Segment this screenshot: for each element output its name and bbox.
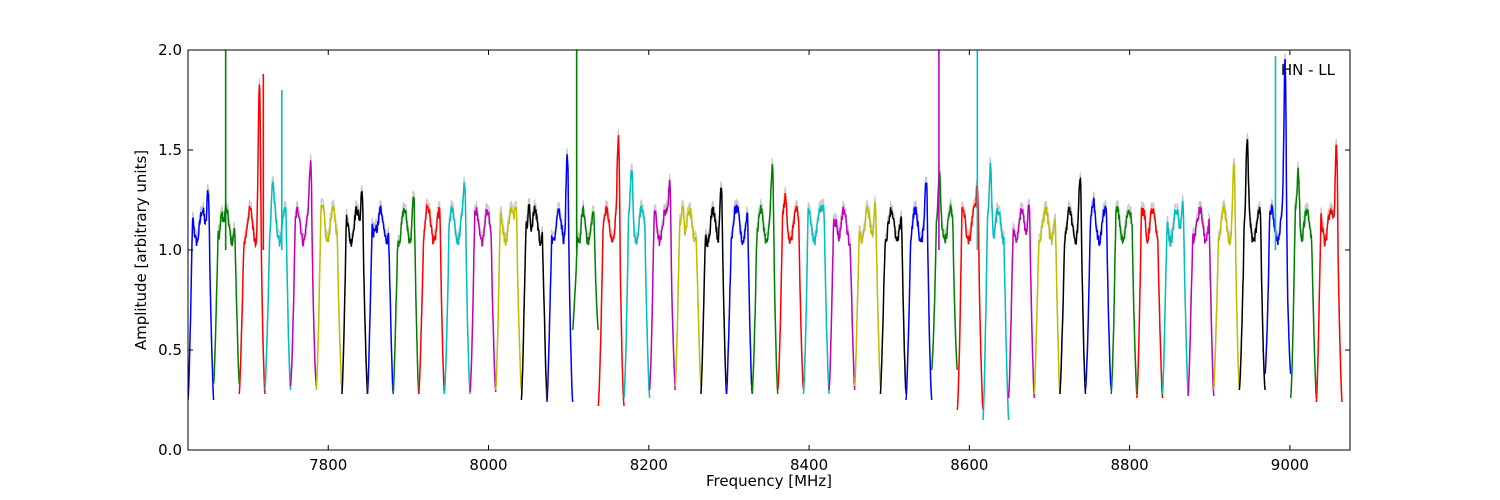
x-tick-label: 8200 (630, 456, 668, 474)
band-line (315, 204, 343, 391)
band-line (597, 135, 625, 407)
y-tick-label: 0.5 (158, 341, 182, 359)
band-line (1187, 205, 1215, 397)
band-line (879, 207, 907, 395)
band-line (1007, 204, 1036, 399)
x-tick-label: 8000 (469, 456, 507, 474)
band-line (366, 205, 394, 395)
band-line (392, 196, 420, 395)
x-tick-label: 7800 (309, 456, 347, 474)
band-line (188, 189, 215, 401)
band-line (341, 190, 369, 395)
band-line (1136, 207, 1164, 399)
x-tick-label: 8800 (1111, 456, 1149, 474)
band-line (1084, 197, 1112, 391)
band-shadow-line (366, 199, 394, 389)
plot-frame (187, 49, 1351, 451)
series-layer (188, 50, 1343, 421)
band-line (700, 187, 728, 395)
band-line (802, 204, 830, 395)
band-line (648, 179, 676, 391)
x-axis-label: Frequency [MHz] (706, 472, 832, 490)
band-line (828, 206, 856, 391)
x-axis-ticks: 7800 8000 8200 8400 8600 8800 9000 (309, 50, 1309, 474)
y-axis-ticks: 0.0 0.5 1.0 1.5 2.0 (158, 41, 1350, 459)
band-line (1161, 200, 1189, 395)
x-tick-label: 9000 (1271, 456, 1309, 474)
band-line (1315, 144, 1343, 403)
band-line (443, 182, 471, 395)
band-line (1213, 164, 1241, 391)
y-tick-label: 1.5 (158, 141, 182, 159)
band-line (1110, 206, 1138, 395)
band-line (777, 192, 805, 391)
band-line (418, 202, 446, 395)
y-tick-label: 0.0 (158, 441, 182, 459)
band-line (469, 207, 497, 393)
y-tick-label: 1.0 (158, 241, 182, 259)
band-line (725, 204, 753, 395)
chart-annotation: HN - LL (1281, 61, 1336, 79)
band-line (674, 204, 702, 387)
band-line (212, 206, 241, 385)
band-line (520, 203, 548, 401)
band-line (546, 154, 574, 403)
band-line (930, 171, 959, 371)
band-line (264, 180, 292, 391)
band-line (289, 160, 317, 387)
band-line (238, 84, 266, 395)
band-line (751, 164, 779, 395)
band-line (1033, 206, 1061, 395)
band-line (623, 170, 651, 399)
y-axis-label: Amplitude [arbitrary units] (132, 150, 150, 350)
band-line (1238, 139, 1266, 391)
band-line (853, 202, 882, 387)
band-line (1059, 176, 1087, 395)
band-line (982, 162, 1010, 421)
band-line (571, 204, 600, 331)
y-tick-label: 2.0 (158, 41, 182, 59)
band-line (494, 205, 523, 391)
x-tick-label: 8600 (950, 456, 988, 474)
x-tick-label: 8400 (790, 456, 828, 474)
band-line (1264, 58, 1292, 375)
band-line (956, 185, 984, 411)
band-line (905, 182, 933, 401)
band-line (1289, 167, 1318, 399)
